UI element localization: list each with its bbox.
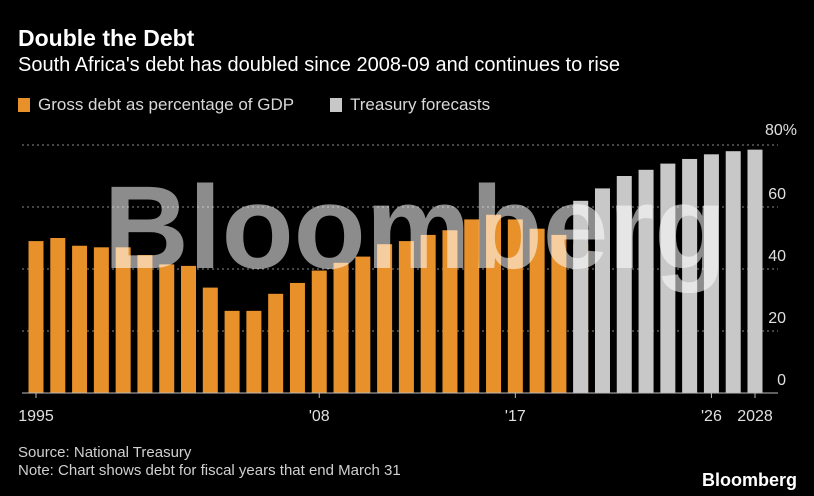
y-tick-label: 0 [777, 372, 786, 389]
bar-actual [507, 219, 523, 393]
bar-actual [398, 241, 414, 393]
bar-actual [529, 228, 545, 393]
watermark-text: Bloomberg [104, 162, 727, 294]
chart-title: Double the Debt [18, 25, 195, 51]
x-axis: 1995 '08 '17 '26 2028 [18, 393, 773, 425]
x-tick-label: '08 [309, 408, 330, 425]
chart-subtitle: South Africa's debt has doubled since 20… [18, 54, 621, 76]
legend-label-actual: Gross debt as percentage of GDP [38, 95, 295, 114]
bar-actual [181, 265, 197, 393]
bar-forecast [638, 169, 654, 393]
bar-forecast [660, 163, 676, 393]
bar-actual [268, 293, 284, 393]
y-unit-label: 80% [765, 122, 797, 139]
bar-actual [551, 234, 567, 393]
bar-actual [28, 241, 44, 393]
bar-actual [202, 287, 218, 393]
bar-forecast [682, 158, 698, 393]
y-tick-label: 40 [768, 248, 786, 265]
legend-swatch-actual [18, 98, 30, 112]
bar-actual [72, 245, 88, 393]
bar-actual [311, 270, 327, 393]
bar-actual [333, 262, 349, 393]
y-tick-label: 20 [768, 310, 786, 327]
y-tick-label: 60 [768, 186, 786, 203]
x-tick-label: '26 [701, 408, 722, 425]
bar-actual [355, 256, 371, 393]
bar-actual [377, 244, 393, 393]
bar-actual [289, 282, 305, 393]
bars [22, 149, 778, 394]
bar-forecast [747, 149, 763, 393]
bar-actual [224, 310, 240, 393]
bar-actual [464, 219, 480, 393]
x-tick-label: 2028 [737, 408, 773, 425]
bar-forecast [703, 154, 719, 393]
bar-actual [50, 238, 66, 393]
x-tick-label: 1995 [18, 408, 54, 425]
bar-forecast [616, 176, 632, 393]
bar-actual [442, 230, 458, 393]
legend-label-forecast: Treasury forecasts [350, 95, 491, 114]
bar-forecast [573, 200, 589, 393]
legend-item-actual: Gross debt as percentage of GDP [18, 95, 294, 115]
bar-actual [137, 255, 153, 393]
bar-forecast [594, 188, 610, 393]
x-tick-label: '17 [505, 408, 526, 425]
bar-actual [246, 310, 262, 393]
bar-actual [93, 247, 109, 393]
bar-actual [420, 234, 436, 393]
bar-actual [115, 247, 131, 393]
legend-item-forecast: Treasury forecasts [330, 95, 490, 115]
bloomberg-logo: Bloomberg [701, 470, 797, 490]
bar-actual [486, 214, 502, 393]
source-note: Source: National Treasury [18, 444, 192, 461]
y-axis: 0 20 40 60 80% [765, 122, 797, 389]
bar-actual [159, 264, 175, 393]
legend-swatch-forecast [330, 98, 342, 112]
bar-forecast [725, 151, 741, 393]
footnote: Note: Chart shows debt for fiscal years … [18, 462, 401, 479]
